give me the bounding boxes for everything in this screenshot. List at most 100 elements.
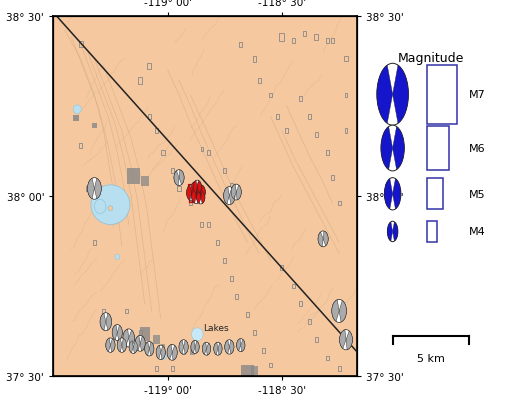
Bar <box>276 114 279 120</box>
Circle shape <box>214 342 222 355</box>
Ellipse shape <box>73 106 81 114</box>
Circle shape <box>191 182 202 200</box>
Wedge shape <box>196 183 202 199</box>
Bar <box>239 43 242 48</box>
Bar <box>230 183 233 188</box>
Circle shape <box>225 340 234 354</box>
Circle shape <box>106 338 115 352</box>
Bar <box>230 277 233 281</box>
Bar <box>251 366 258 375</box>
Wedge shape <box>214 343 218 355</box>
Bar <box>344 57 348 62</box>
Bar <box>200 223 203 227</box>
Wedge shape <box>231 185 236 199</box>
Bar <box>189 201 192 206</box>
Bar <box>73 116 79 122</box>
Bar <box>189 192 192 197</box>
Bar <box>223 169 227 173</box>
Wedge shape <box>381 127 392 170</box>
Bar <box>193 185 197 191</box>
Bar <box>308 115 311 120</box>
Wedge shape <box>206 343 210 355</box>
Wedge shape <box>377 66 392 124</box>
Wedge shape <box>229 340 234 354</box>
Bar <box>345 93 347 98</box>
Bar <box>315 337 318 342</box>
Wedge shape <box>392 179 401 209</box>
Wedge shape <box>201 186 205 199</box>
Bar <box>427 126 449 171</box>
Wedge shape <box>192 190 196 204</box>
Circle shape <box>135 336 145 351</box>
Circle shape <box>174 170 184 186</box>
Wedge shape <box>129 330 134 347</box>
Circle shape <box>191 341 199 354</box>
Bar <box>338 366 341 371</box>
Wedge shape <box>123 329 129 346</box>
Bar <box>102 309 105 313</box>
Bar <box>241 365 254 380</box>
Bar <box>280 266 283 271</box>
Wedge shape <box>111 339 115 352</box>
Bar <box>326 39 329 44</box>
Circle shape <box>167 344 177 361</box>
Bar <box>292 284 295 288</box>
Circle shape <box>387 222 398 242</box>
Wedge shape <box>122 339 126 352</box>
Wedge shape <box>346 331 352 350</box>
Bar <box>331 176 334 180</box>
Circle shape <box>100 313 112 331</box>
Wedge shape <box>184 340 188 354</box>
Circle shape <box>193 181 201 194</box>
Circle shape <box>192 190 201 204</box>
Wedge shape <box>218 343 222 355</box>
Wedge shape <box>156 346 161 359</box>
Bar <box>201 147 203 152</box>
Text: Magnitude: Magnitude <box>398 52 464 65</box>
Bar <box>193 192 196 197</box>
Wedge shape <box>117 339 122 352</box>
Wedge shape <box>191 183 196 199</box>
Bar <box>193 197 196 202</box>
Bar <box>198 197 201 202</box>
Wedge shape <box>161 346 165 359</box>
Circle shape <box>332 300 346 323</box>
Bar <box>207 151 210 155</box>
Wedge shape <box>201 192 205 204</box>
Bar <box>427 65 457 125</box>
Bar <box>303 32 306 37</box>
Ellipse shape <box>115 254 120 260</box>
Wedge shape <box>135 336 140 351</box>
Bar <box>153 335 160 344</box>
Circle shape <box>117 338 126 352</box>
Bar <box>246 313 249 317</box>
Bar <box>93 241 96 245</box>
Wedge shape <box>129 341 133 353</box>
Wedge shape <box>225 340 229 354</box>
Bar <box>216 240 220 245</box>
Wedge shape <box>193 181 197 193</box>
Bar <box>427 222 437 242</box>
Bar <box>147 64 152 70</box>
Wedge shape <box>339 301 346 322</box>
Circle shape <box>156 345 165 360</box>
Bar <box>258 79 261 83</box>
Bar <box>292 39 295 44</box>
Bar <box>173 347 176 351</box>
Wedge shape <box>384 179 392 209</box>
Bar <box>148 115 151 119</box>
Circle shape <box>123 329 134 347</box>
Wedge shape <box>224 188 229 204</box>
Bar <box>138 78 142 84</box>
Wedge shape <box>133 341 137 354</box>
Bar <box>189 197 192 202</box>
Text: M7: M7 <box>469 90 486 100</box>
Bar <box>299 97 302 101</box>
Wedge shape <box>100 313 106 330</box>
Circle shape <box>384 178 401 211</box>
Wedge shape <box>197 192 201 204</box>
Bar <box>125 309 128 313</box>
Bar <box>252 57 257 62</box>
Bar <box>161 150 165 156</box>
Bar <box>338 201 341 206</box>
